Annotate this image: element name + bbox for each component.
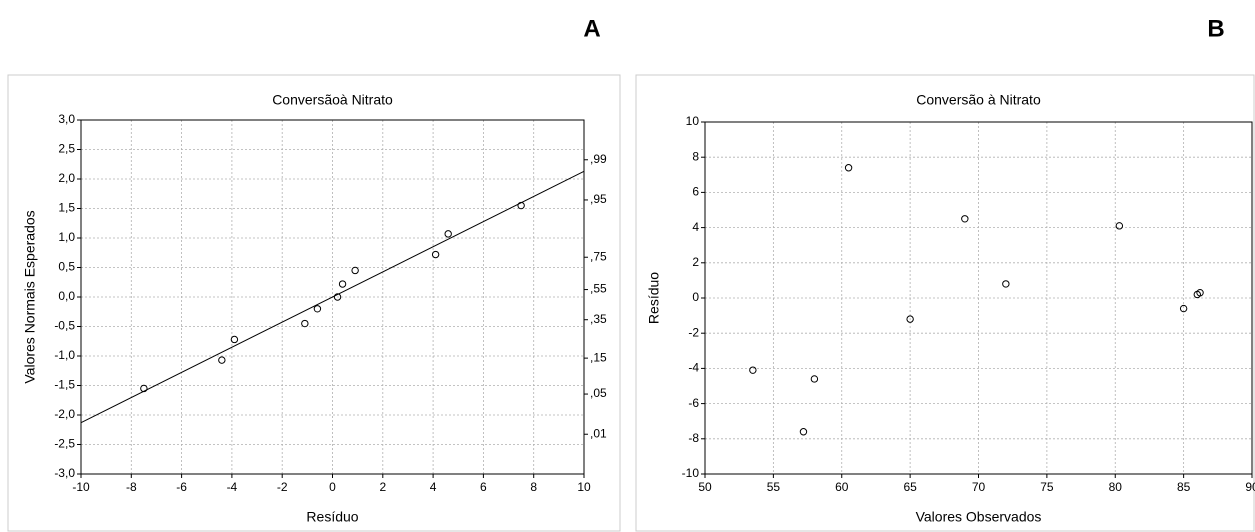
point (1002, 280, 1010, 288)
y2-tick-label: ,55 (590, 282, 607, 296)
y2-tick-label: ,35 (590, 312, 607, 326)
y-tick-label: 0,5 (58, 260, 75, 274)
point (906, 315, 914, 323)
x-tick-label: 80 (1109, 480, 1123, 494)
x-tick-label: 10 (577, 480, 591, 494)
point (351, 266, 359, 275)
point (140, 384, 148, 393)
x-tick-label: 0 (329, 480, 336, 494)
chart-title: Conversão à Nitrato (916, 92, 1041, 108)
x-tick-label: 2 (379, 480, 386, 494)
y-tick-label: 6 (692, 185, 699, 199)
x-tick-label: 6 (480, 480, 487, 494)
x-tick-label: -2 (277, 480, 288, 494)
y-tick-label: -3,0 (54, 466, 75, 480)
plot-frame (80, 119, 585, 475)
x-tick-label: 50 (698, 480, 712, 494)
y-tick-label: -8 (688, 431, 699, 445)
y2-tick-label: ,99 (590, 152, 607, 166)
y-tick-label: 1,0 (58, 230, 75, 244)
y2-tick-label: ,15 (590, 350, 607, 364)
x-axis-label: Resíduo (306, 509, 358, 525)
point (333, 293, 342, 301)
point (301, 319, 309, 328)
point (810, 375, 819, 383)
point (961, 215, 969, 223)
reference-line (80, 170, 585, 424)
y2-tick-label: ,75 (590, 249, 607, 263)
point (799, 428, 808, 436)
y-axis-label: Resíduo (646, 272, 662, 324)
x-tick-label: 90 (1245, 480, 1255, 494)
y-tick-label: 2,5 (58, 142, 75, 156)
y-tick-label: 8 (692, 149, 699, 163)
y-tick-label: -2 (688, 325, 699, 339)
y-tick-label: -10 (682, 466, 700, 480)
x-tick-label: 70 (972, 480, 986, 494)
y-tick-label: -2,5 (54, 437, 75, 451)
x-tick-label: 60 (835, 480, 849, 494)
x-tick-label: -6 (176, 480, 187, 494)
x-axis-label: Valores Observados (916, 509, 1042, 525)
x-tick-label: -8 (126, 480, 137, 494)
point (1179, 304, 1188, 313)
y-tick-label: 10 (686, 114, 700, 128)
point (218, 356, 226, 364)
y-tick-label: 4 (692, 220, 699, 234)
y-tick-label: 0 (692, 290, 699, 304)
panel-frame (7, 74, 621, 532)
point (444, 230, 452, 238)
point (517, 201, 525, 210)
chart-title: Conversãoà Nitrato (272, 92, 393, 108)
panel-frame (635, 74, 1255, 532)
x-tick-label: 4 (430, 480, 437, 494)
y-tick-label: -0,5 (54, 319, 75, 333)
y-tick-label: -6 (688, 396, 699, 410)
x-tick-label: 8 (530, 480, 537, 494)
y-tick-label: -2,0 (54, 407, 75, 421)
panel-label: A (583, 15, 600, 42)
y-tick-label: 3,0 (58, 112, 75, 126)
y-tick-label: 2,0 (58, 171, 75, 185)
y2-tick-label: ,01 (590, 426, 607, 440)
x-tick-label: 65 (903, 480, 917, 494)
y-axis-label: Valores Normais Esperados (22, 210, 38, 383)
x-tick-label: -10 (72, 480, 90, 494)
point (844, 164, 853, 172)
x-tick-label: -4 (227, 480, 238, 494)
y-tick-label: -4 (688, 361, 699, 375)
y-tick-label: 2 (692, 255, 699, 269)
plot-frame (704, 121, 1253, 475)
point (313, 305, 322, 313)
point (749, 366, 757, 374)
point (1115, 222, 1124, 230)
y-tick-label: -1,5 (54, 378, 75, 392)
x-tick-label: 75 (1040, 480, 1054, 494)
y2-tick-label: ,05 (590, 386, 607, 400)
point (338, 280, 347, 288)
y-tick-label: 0,0 (58, 289, 75, 303)
panel-label: B (1207, 15, 1224, 42)
x-tick-label: 55 (767, 480, 781, 494)
y2-tick-label: ,95 (590, 192, 607, 206)
point (230, 335, 239, 344)
x-tick-label: 85 (1177, 480, 1191, 494)
point (431, 250, 440, 259)
point (1196, 289, 1204, 297)
y-tick-label: 1,5 (58, 201, 75, 215)
y-tick-label: -1,0 (54, 348, 75, 362)
